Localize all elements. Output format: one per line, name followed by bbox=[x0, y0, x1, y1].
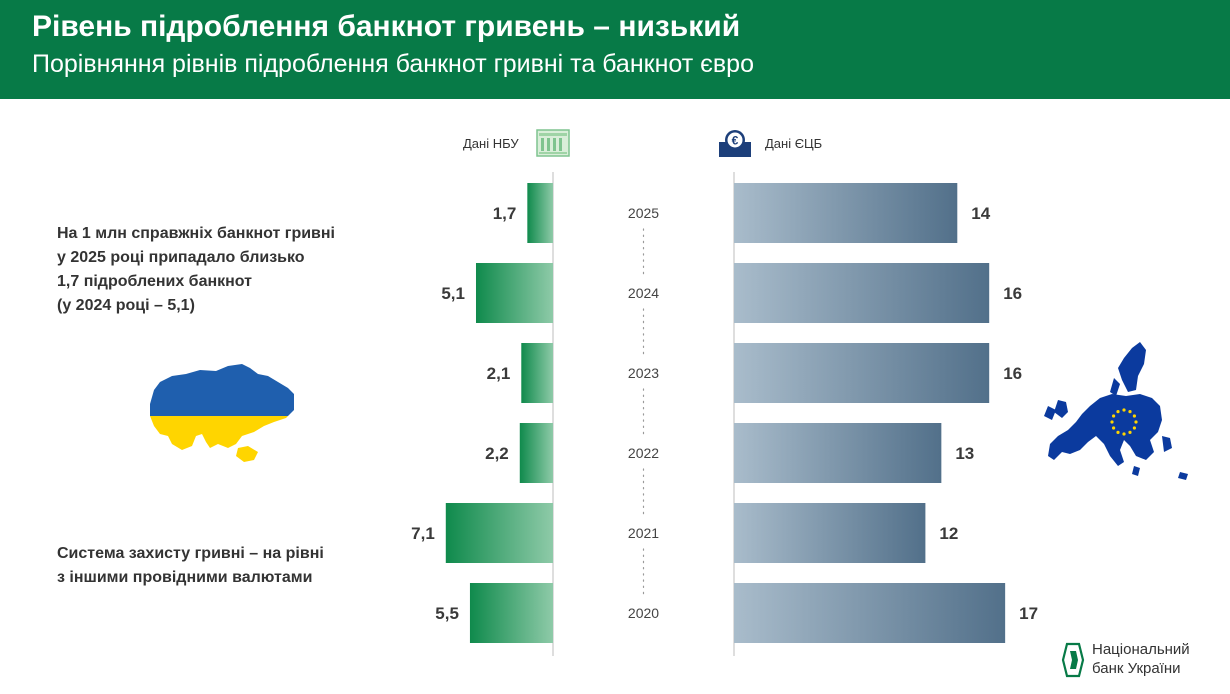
ecb-bar bbox=[734, 423, 942, 483]
ecb-bar bbox=[734, 183, 958, 243]
ecb-bar bbox=[734, 343, 990, 403]
side-note-protection: Система захисту гривні – на рівні з інши… bbox=[57, 542, 324, 590]
nbu-source-label: Дані НБУ bbox=[463, 136, 519, 151]
svg-text:€: € bbox=[732, 134, 739, 148]
year-label: 2020 bbox=[628, 605, 659, 621]
nbu-bar bbox=[519, 423, 553, 483]
year-label: 2024 bbox=[628, 285, 659, 301]
ecb-value-label: 14 bbox=[971, 204, 990, 223]
eu-map-icon bbox=[1044, 342, 1188, 480]
nbu-value-label: 5,5 bbox=[435, 604, 459, 623]
nbu-value-label: 1,7 bbox=[493, 204, 517, 223]
page-title: Рівень підроблення банкнот гривень – низ… bbox=[32, 10, 741, 43]
nbu-bar bbox=[469, 583, 553, 643]
ecb-value-label: 16 bbox=[1003, 364, 1022, 383]
ukraine-map-icon bbox=[150, 364, 294, 462]
nbu-bar bbox=[521, 343, 553, 403]
year-label: 2022 bbox=[628, 445, 659, 461]
nbu-value-label: 2,1 bbox=[487, 364, 511, 383]
nbu-bar bbox=[475, 263, 553, 323]
nbu-logo-icon bbox=[1061, 642, 1085, 678]
nbu-value-label: 7,1 bbox=[411, 524, 435, 543]
logo-line: банк України bbox=[1092, 660, 1181, 677]
side-note-line: у 2025 році припадало близько bbox=[57, 249, 305, 266]
nbu-bar bbox=[527, 183, 553, 243]
logo-line: Національний bbox=[1092, 641, 1190, 658]
side-note-line: з іншими провідними валютами bbox=[57, 569, 313, 586]
ecb-bar bbox=[734, 583, 1006, 643]
side-note-line: Система захисту гривні – на рівні bbox=[57, 545, 324, 562]
ecb-euro-icon: € bbox=[719, 130, 751, 157]
ecb-value-label: 16 bbox=[1003, 284, 1022, 303]
year-label: 2021 bbox=[628, 525, 659, 541]
nbu-bar bbox=[445, 503, 553, 563]
ecb-value-label: 12 bbox=[939, 524, 958, 543]
ecb-bar bbox=[734, 503, 926, 563]
year-label: 2025 bbox=[628, 205, 659, 221]
ecb-value-label: 13 bbox=[955, 444, 974, 463]
side-note-line: (у 2024 році – 5,1) bbox=[57, 297, 195, 314]
side-note-line: На 1 млн справжніх банкнот гривні bbox=[57, 225, 335, 242]
nbu-building-icon bbox=[536, 129, 570, 157]
ecb-bar bbox=[734, 263, 990, 323]
header-banner: Рівень підроблення банкнот гривень – низ… bbox=[0, 0, 1230, 99]
page-subtitle: Порівняння рівнів підроблення банкнот гр… bbox=[32, 50, 754, 78]
side-note-stats: На 1 млн справжніх банкнот гривні у 2025… bbox=[57, 222, 335, 318]
nbu-value-label: 5,1 bbox=[441, 284, 465, 303]
ecb-value-label: 17 bbox=[1019, 604, 1038, 623]
nbu-logo-text: Національний банк України bbox=[1092, 640, 1190, 678]
nbu-value-label: 2,2 bbox=[485, 444, 509, 463]
ecb-source-label: Дані ЄЦБ bbox=[765, 136, 823, 151]
year-label: 2023 bbox=[628, 365, 659, 381]
side-note-line: 1,7 підроблених банкнот bbox=[57, 273, 253, 290]
